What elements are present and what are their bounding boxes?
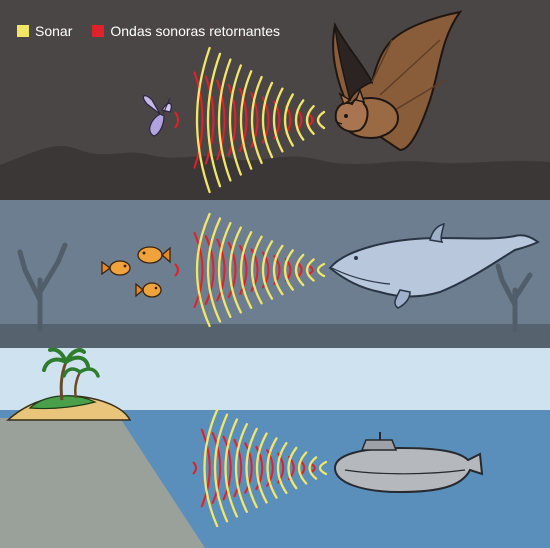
panel-underwater	[0, 200, 550, 348]
seabed	[0, 324, 550, 348]
panel-ocean	[0, 348, 550, 548]
legend-swatch-return	[92, 25, 104, 37]
legend: Sonar Ondas sonoras retornantes	[17, 23, 294, 39]
legend-swatch-sonar	[17, 25, 29, 37]
legend-label-return: Ondas sonoras retornantes	[110, 23, 280, 39]
legend-label-sonar: Sonar	[35, 23, 72, 39]
